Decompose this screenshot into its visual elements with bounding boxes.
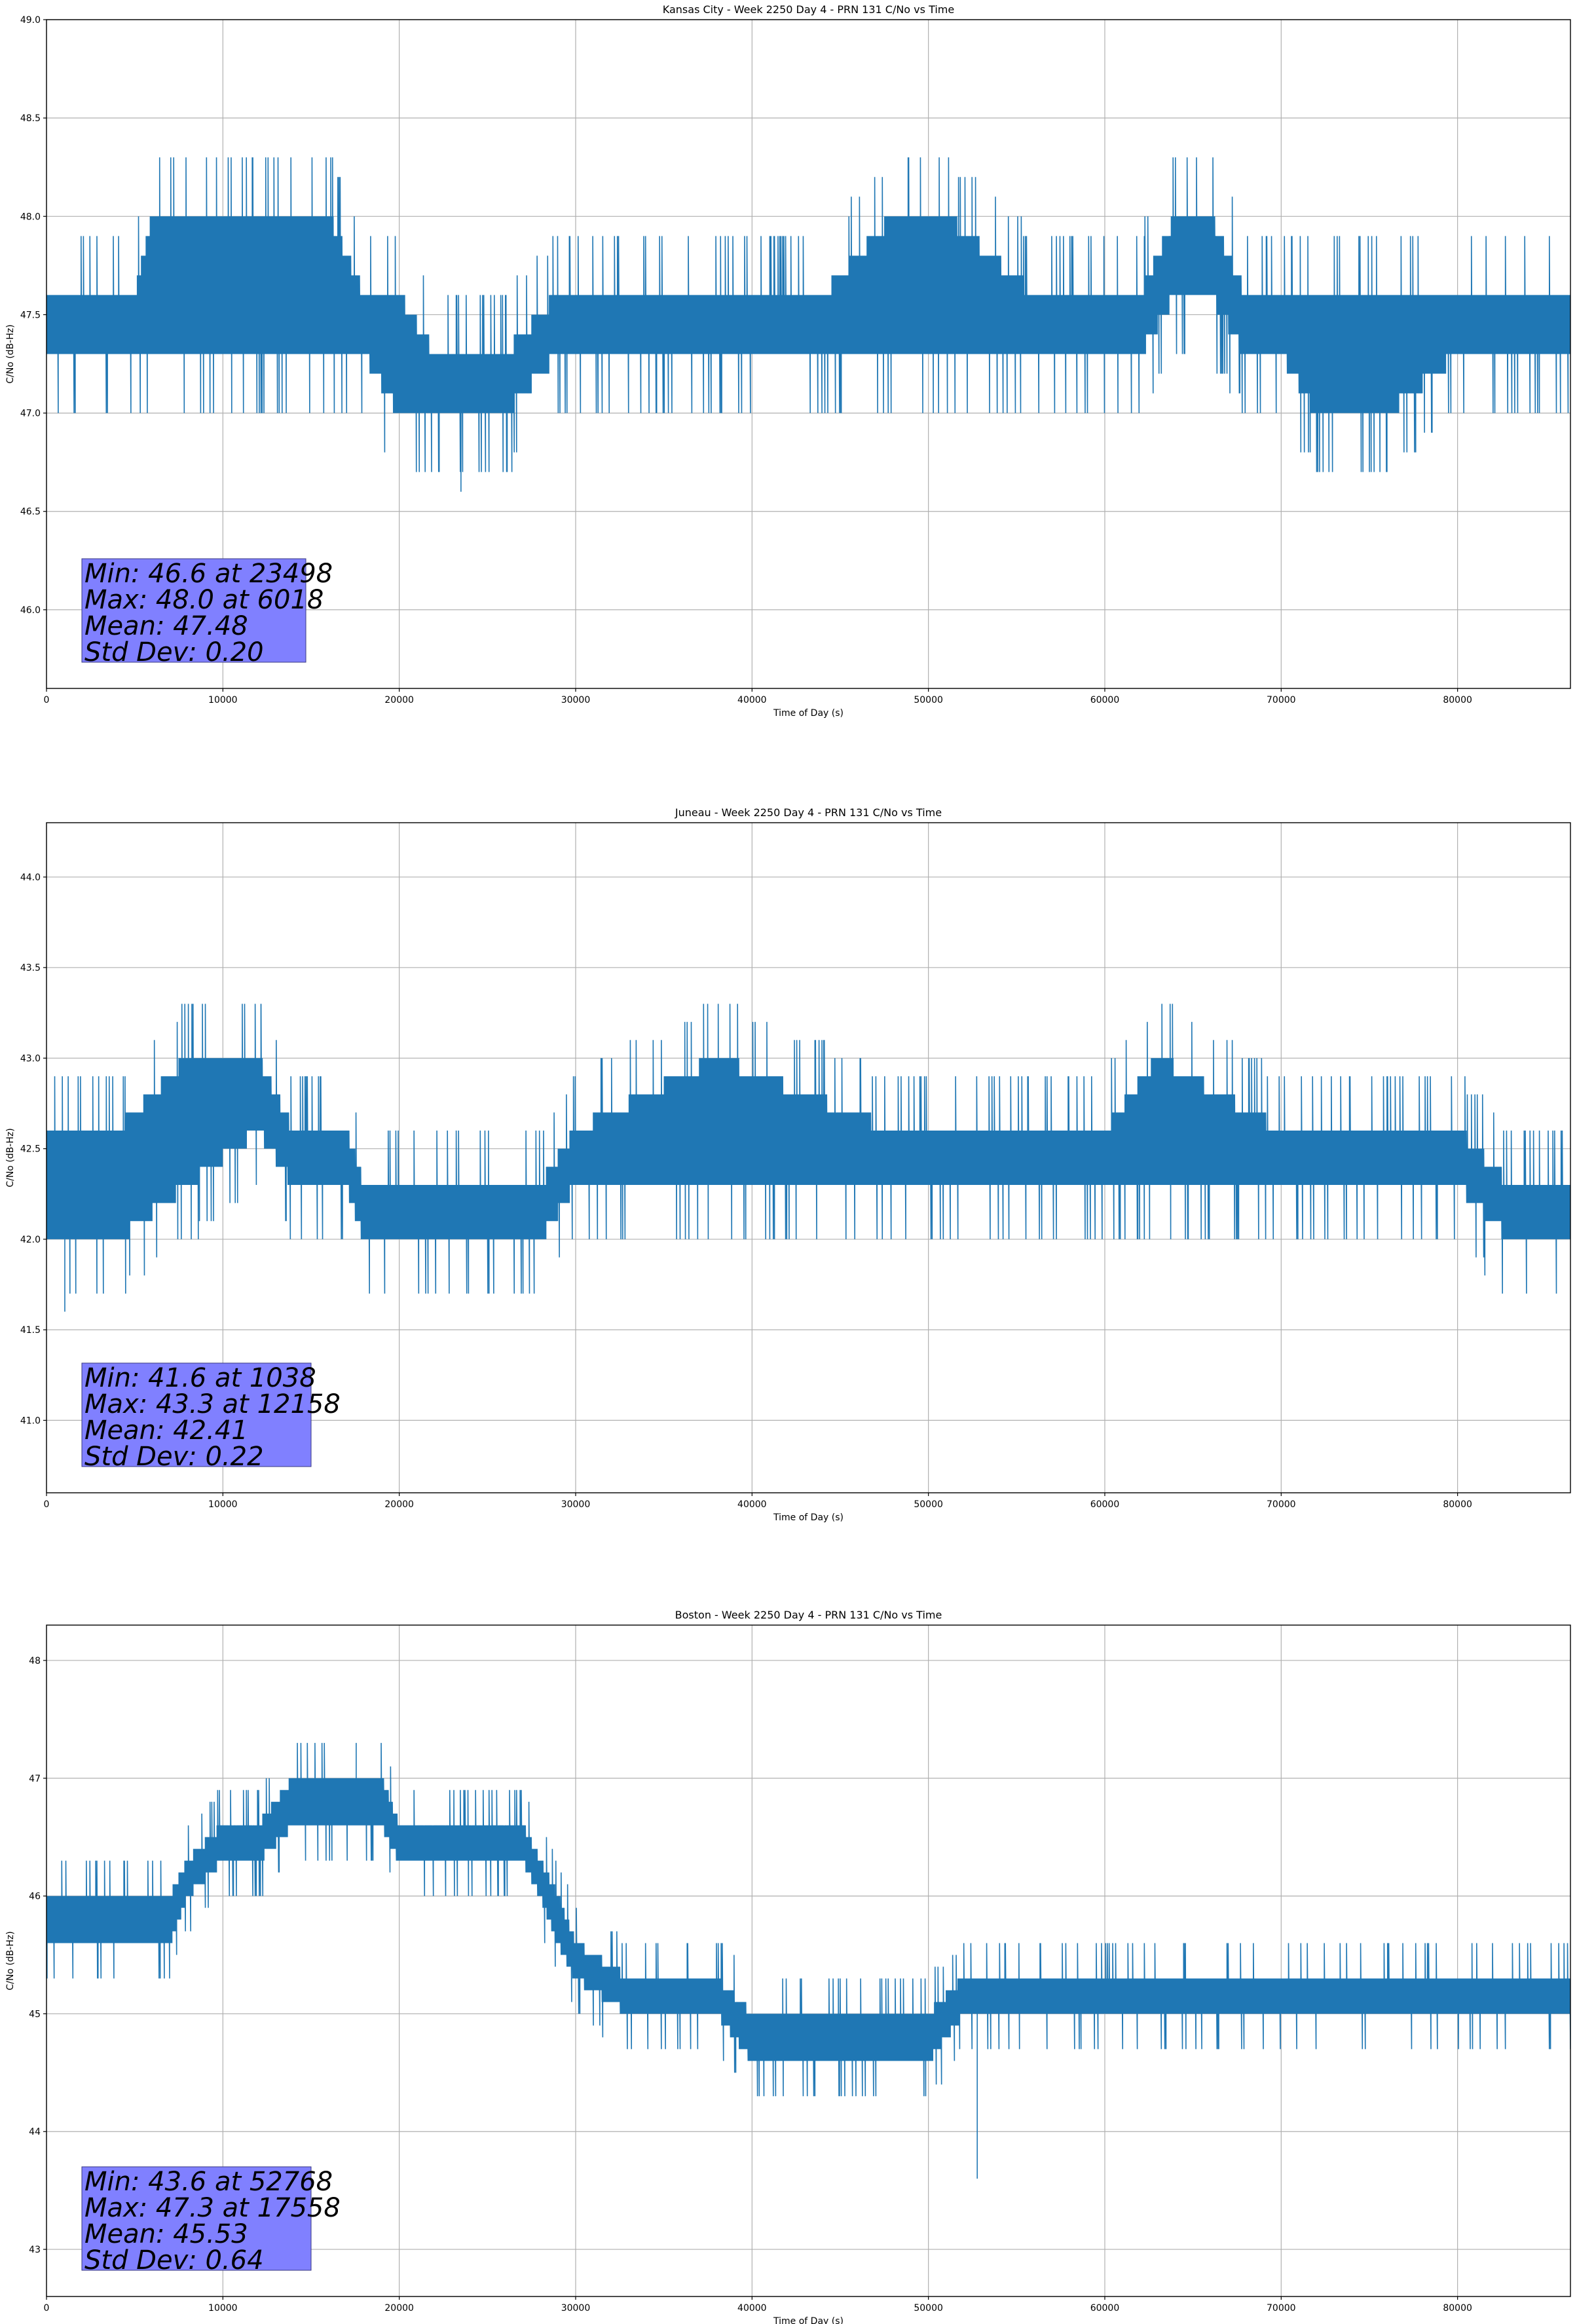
- x-tick-label: 80000: [1443, 695, 1472, 705]
- stats-mean-text: Mean: 42.41: [84, 1415, 248, 1446]
- stats-std-text: Std Dev: 0.20: [84, 637, 264, 667]
- stats-max-text: Max: 47.3 at 17558: [84, 2193, 341, 2223]
- y-tick-label: 43.5: [20, 963, 41, 973]
- stats-max-text: Max: 48.0 at 6018: [84, 585, 324, 615]
- stats-mean-text: Mean: 47.48: [84, 611, 248, 641]
- y-tick-label: 47: [29, 1774, 41, 1784]
- y-tick-label: 46: [29, 1892, 41, 1902]
- series-line: [46, 157, 1570, 492]
- series-line: [46, 1003, 1570, 1312]
- x-axis-label: Time of Day (s): [773, 2316, 844, 2324]
- x-tick-label: 0: [44, 695, 50, 705]
- x-tick-label: 50000: [914, 695, 943, 705]
- x-tick-label: 0: [44, 2303, 50, 2314]
- x-axis-label: Time of Day (s): [773, 708, 844, 719]
- y-tick-label: 42.5: [20, 1144, 41, 1155]
- stats-box: [81, 558, 306, 663]
- y-axis-label: C/No (dB-Hz): [5, 324, 16, 383]
- stats-min-text: Min: 41.6 at 1038: [84, 1363, 316, 1393]
- stats-min-text: Min: 46.6 at 23498: [84, 559, 333, 589]
- x-tick-label: 50000: [914, 1499, 943, 1510]
- y-tick-label: 44.0: [20, 872, 41, 883]
- y-tick-label: 43: [29, 2245, 41, 2255]
- stats-max-text: Max: 43.3 at 12158: [84, 1389, 341, 1419]
- stats-box: [81, 2166, 312, 2271]
- x-tick-label: 70000: [1267, 1499, 1296, 1510]
- x-tick-label: 0: [44, 1499, 50, 1510]
- chart-panel-2: Juneau - Week 2250 Day 4 - PRN 131 C/No …: [5, 806, 1571, 1523]
- x-tick-label: 60000: [1090, 695, 1120, 705]
- x-tick-label: 60000: [1090, 2303, 1120, 2314]
- x-tick-label: 40000: [737, 695, 767, 705]
- chart-panel-1: Kansas City - Week 2250 Day 4 - PRN 131 …: [5, 3, 1571, 719]
- plot-frame: [46, 19, 1571, 689]
- y-tick-label: 49.0: [20, 15, 41, 26]
- y-tick-label: 41.5: [20, 1325, 41, 1336]
- y-axis-label: C/No (dB-Hz): [5, 1128, 16, 1187]
- x-tick-label: 30000: [561, 695, 591, 705]
- y-tick-label: 44: [29, 2127, 41, 2137]
- x-tick-label: 40000: [737, 2303, 767, 2314]
- y-axis-label: C/No (dB-Hz): [5, 1931, 16, 1990]
- stats-box: [81, 1362, 312, 1467]
- x-tick-label: 10000: [208, 695, 238, 705]
- x-tick-label: 10000: [208, 1499, 238, 1510]
- x-tick-label: 70000: [1267, 2303, 1296, 2314]
- plot-frame: [46, 822, 1571, 1493]
- x-tick-label: 30000: [561, 2303, 591, 2314]
- stats-std-text: Std Dev: 0.64: [84, 2245, 264, 2276]
- x-tick-label: 20000: [384, 2303, 414, 2314]
- y-tick-label: 48.0: [20, 212, 41, 222]
- x-tick-label: 10000: [208, 2303, 238, 2314]
- stats-std-text: Std Dev: 0.22: [84, 1442, 264, 1472]
- stats-min-text: Min: 43.6 at 52768: [84, 2167, 333, 2197]
- y-tick-label: 48.5: [20, 113, 41, 124]
- y-tick-label: 47.0: [20, 409, 41, 419]
- series-line: [46, 1742, 1570, 2179]
- x-tick-label: 60000: [1090, 1499, 1120, 1510]
- x-tick-label: 20000: [384, 1499, 414, 1510]
- chart-title: Kansas City - Week 2250 Day 4 - PRN 131 …: [663, 3, 954, 16]
- plot-frame: [46, 1624, 1571, 2297]
- stats-mean-text: Mean: 45.53: [84, 2219, 248, 2249]
- y-tick-label: 42.0: [20, 1235, 41, 1245]
- x-tick-label: 20000: [384, 695, 414, 705]
- x-tick-label: 70000: [1267, 695, 1296, 705]
- x-tick-label: 50000: [914, 2303, 943, 2314]
- y-tick-label: 47.5: [20, 310, 41, 320]
- y-tick-label: 45: [29, 2009, 41, 2019]
- x-tick-label: 80000: [1443, 1499, 1472, 1510]
- y-tick-label: 48: [29, 1656, 41, 1666]
- y-tick-label: 46.0: [20, 605, 41, 616]
- y-tick-label: 43.0: [20, 1053, 41, 1064]
- y-tick-label: 41.0: [20, 1415, 41, 1426]
- chart-panel-3: Boston - Week 2250 Day 4 - PRN 131 C/No …: [5, 1609, 1571, 2324]
- y-tick-label: 46.5: [20, 507, 41, 517]
- x-tick-label: 80000: [1443, 2303, 1472, 2314]
- x-axis-label: Time of Day (s): [773, 1512, 844, 1523]
- chart-title: Boston - Week 2250 Day 4 - PRN 131 C/No …: [675, 1609, 942, 1621]
- x-tick-label: 40000: [737, 1499, 767, 1510]
- chart-title: Juneau - Week 2250 Day 4 - PRN 131 C/No …: [675, 806, 942, 819]
- x-tick-label: 30000: [561, 1499, 591, 1510]
